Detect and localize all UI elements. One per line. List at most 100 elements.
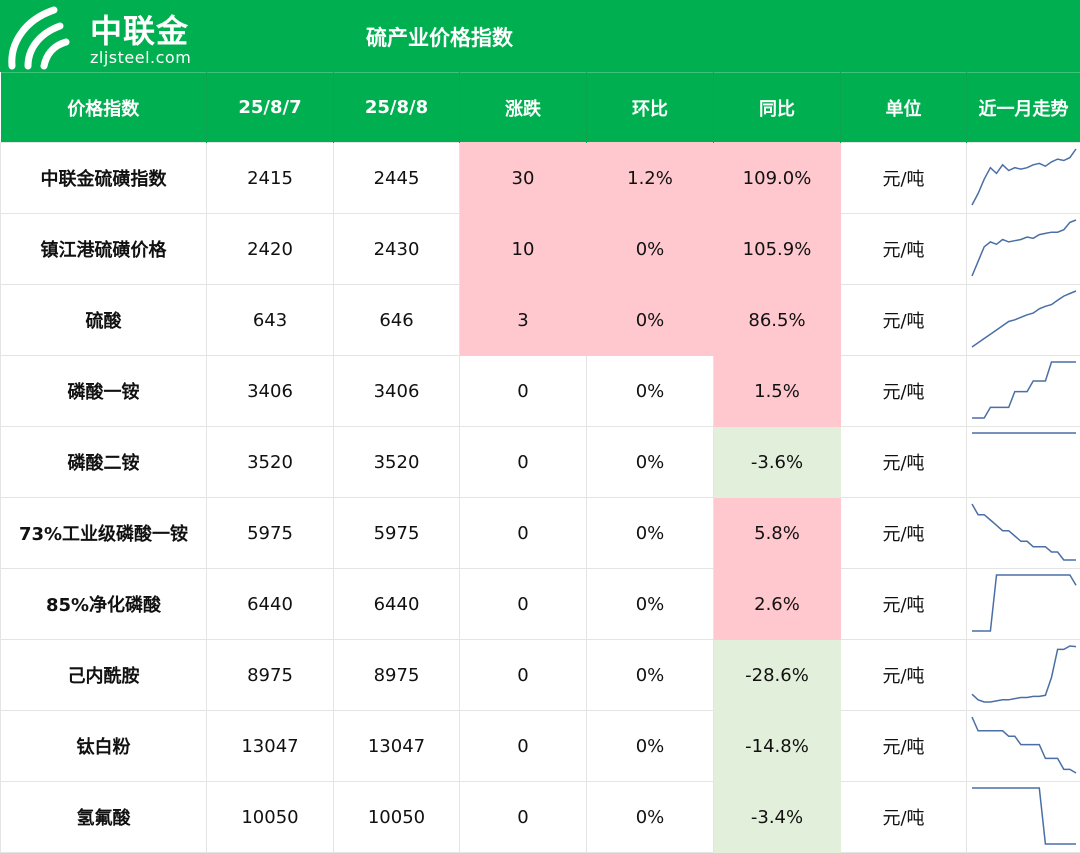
- curr-price-cell: 646: [334, 285, 460, 356]
- mom-cell: 0%: [587, 782, 714, 853]
- mom-cell: 0%: [587, 569, 714, 640]
- curr-price-cell: 5975: [334, 498, 460, 569]
- curr-price-cell: 10050: [334, 782, 460, 853]
- trend-line: [972, 220, 1076, 276]
- trend-sparkline-cell: [967, 640, 1080, 711]
- change-cell: 3: [460, 285, 587, 356]
- trend-line: [972, 291, 1076, 347]
- index-name-cell: 磷酸一铵: [1, 356, 207, 427]
- mom-cell: 0%: [587, 498, 714, 569]
- curr-price-cell: 6440: [334, 569, 460, 640]
- yoy-cell: 1.5%: [714, 356, 841, 427]
- col-header-index-name: 价格指数: [1, 73, 207, 143]
- price-index-table: 价格指数 25/8/7 25/8/8 涨跌 环比 同比 单位 近一月走势 中联金…: [0, 72, 1080, 853]
- col-header-trend: 近一月走势: [967, 73, 1080, 143]
- trend-sparkline-cell: [967, 143, 1080, 214]
- trend-sparkline: [968, 498, 1080, 568]
- change-cell: 0: [460, 427, 587, 498]
- trend-line: [972, 646, 1076, 702]
- brand-url: zljsteel.com: [90, 48, 191, 67]
- trend-line: [972, 149, 1076, 205]
- brand-name: 中联金: [90, 6, 189, 52]
- prev-price-cell: 3520: [207, 427, 334, 498]
- prev-price-cell: 643: [207, 285, 334, 356]
- trend-line: [972, 362, 1076, 418]
- prev-price-cell: 6440: [207, 569, 334, 640]
- prev-price-cell: 2415: [207, 143, 334, 214]
- unit-cell: 元/吨: [841, 427, 967, 498]
- change-cell: 0: [460, 711, 587, 782]
- index-name-cell: 中联金硫磺指数: [1, 143, 207, 214]
- index-name-cell: 硫酸: [1, 285, 207, 356]
- prev-price-cell: 5975: [207, 498, 334, 569]
- index-name-cell: 镇江港硫磺价格: [1, 214, 207, 285]
- change-cell: 0: [460, 569, 587, 640]
- index-name-cell: 85%净化磷酸: [1, 569, 207, 640]
- curr-price-cell: 3406: [334, 356, 460, 427]
- prev-price-cell: 3406: [207, 356, 334, 427]
- trend-line: [972, 717, 1076, 773]
- prev-price-cell: 10050: [207, 782, 334, 853]
- table-header-row: 价格指数 25/8/7 25/8/8 涨跌 环比 同比 单位 近一月走势: [1, 73, 1080, 143]
- mom-cell: 0%: [587, 356, 714, 427]
- index-name-cell: 73%工业级磷酸一铵: [1, 498, 207, 569]
- yoy-cell: 86.5%: [714, 285, 841, 356]
- trend-sparkline-cell: [967, 356, 1080, 427]
- brand-logo-icon: [6, 4, 76, 70]
- trend-sparkline: [968, 356, 1080, 426]
- trend-sparkline: [968, 214, 1080, 284]
- mom-cell: 0%: [587, 640, 714, 711]
- trend-line: [972, 504, 1076, 560]
- header-banner: 中联金 zljsteel.com 硫产业价格指数: [0, 0, 1080, 72]
- trend-sparkline: [968, 143, 1080, 213]
- curr-price-cell: 8975: [334, 640, 460, 711]
- yoy-cell: 2.6%: [714, 569, 841, 640]
- trend-sparkline-cell: [967, 285, 1080, 356]
- change-cell: 0: [460, 498, 587, 569]
- yoy-cell: -14.8%: [714, 711, 841, 782]
- index-name-cell: 钛白粉: [1, 711, 207, 782]
- mom-cell: 0%: [587, 214, 714, 285]
- unit-cell: 元/吨: [841, 640, 967, 711]
- change-cell: 0: [460, 782, 587, 853]
- change-cell: 10: [460, 214, 587, 285]
- yoy-cell: 109.0%: [714, 143, 841, 214]
- yoy-cell: -3.6%: [714, 427, 841, 498]
- mom-cell: 0%: [587, 711, 714, 782]
- col-header-mom: 环比: [587, 73, 714, 143]
- trend-line: [972, 575, 1076, 631]
- change-cell: 0: [460, 356, 587, 427]
- col-header-yoy: 同比: [714, 73, 841, 143]
- unit-cell: 元/吨: [841, 569, 967, 640]
- unit-cell: 元/吨: [841, 711, 967, 782]
- prev-price-cell: 2420: [207, 214, 334, 285]
- unit-cell: 元/吨: [841, 285, 967, 356]
- page-title: 硫产业价格指数: [366, 22, 513, 52]
- change-cell: 30: [460, 143, 587, 214]
- prev-price-cell: 8975: [207, 640, 334, 711]
- change-cell: 0: [460, 640, 587, 711]
- curr-price-cell: 2445: [334, 143, 460, 214]
- curr-price-cell: 3520: [334, 427, 460, 498]
- unit-cell: 元/吨: [841, 143, 967, 214]
- trend-line: [972, 788, 1076, 844]
- mom-cell: 0%: [587, 427, 714, 498]
- yoy-cell: 105.9%: [714, 214, 841, 285]
- trend-sparkline-cell: [967, 427, 1080, 498]
- index-name-cell: 己内酰胺: [1, 640, 207, 711]
- yoy-cell: -28.6%: [714, 640, 841, 711]
- col-header-change: 涨跌: [460, 73, 587, 143]
- yoy-cell: 5.8%: [714, 498, 841, 569]
- unit-cell: 元/吨: [841, 214, 967, 285]
- col-header-prev-date: 25/8/7: [207, 73, 334, 143]
